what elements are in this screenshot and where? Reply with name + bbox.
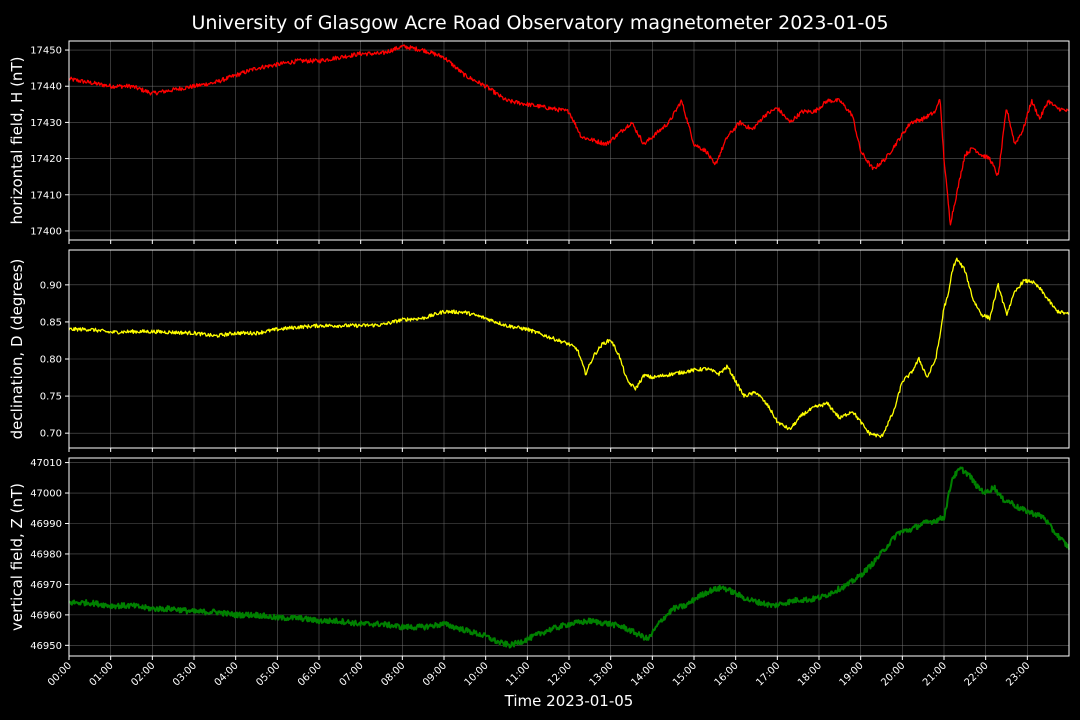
x-tick-label: 03:00 xyxy=(171,660,199,688)
x-tick-label: 04:00 xyxy=(213,660,241,688)
x-tick-label: 07:00 xyxy=(338,660,366,688)
y-axis-label: declination, D (degrees) xyxy=(8,259,26,440)
x-tick-label: 18:00 xyxy=(796,660,824,688)
y-tick-label: 17430 xyxy=(30,118,62,129)
x-tick-label: 08:00 xyxy=(379,660,407,688)
panel-h: 17400 17410 17420 17430 17440 17450 horizontal… xyxy=(8,40,1070,244)
x-tick-label: 14:00 xyxy=(629,660,657,688)
y-tick-label: 46990 xyxy=(30,519,62,530)
y-tick-label: 46960 xyxy=(30,610,62,621)
y-tick-label: 46950 xyxy=(30,641,62,652)
x-tick-label: 11:00 xyxy=(504,660,532,688)
y-tick-label: 0.85 xyxy=(40,317,62,328)
panel-frame xyxy=(68,40,1070,241)
y-axis-label: horizontal field, H (nT) xyxy=(8,57,26,225)
y-tick-label: 0.75 xyxy=(40,392,62,403)
y-tick-label: 17440 xyxy=(30,82,62,93)
x-tick-label: 01:00 xyxy=(88,660,116,688)
x-tick-label: 12:00 xyxy=(546,660,574,688)
y-tick-label: 17400 xyxy=(30,226,62,237)
x-tick-label: 02:00 xyxy=(129,660,157,688)
y-tick-label: 47010 xyxy=(30,458,62,469)
x-tick-label: 00:00 xyxy=(46,660,74,688)
y-tick-label: 17450 xyxy=(30,46,62,57)
x-tick-label: 20:00 xyxy=(879,660,907,688)
panel-z: 46950 46960 46970 46980 46990 47000 47010 verti… xyxy=(8,457,1070,660)
x-tick-label: 15:00 xyxy=(671,660,699,688)
x-tick-label: 13:00 xyxy=(588,660,616,688)
panel-frame xyxy=(68,249,1070,449)
x-tick-label: 10:00 xyxy=(463,660,491,688)
y-tick-label: 46980 xyxy=(30,549,62,560)
y-tick-label: 17420 xyxy=(30,154,62,165)
series-h-line xyxy=(68,44,1070,226)
panel-frame xyxy=(68,457,1070,657)
y-tick-label: 0.70 xyxy=(40,429,62,440)
chart-title: University of Glasgow Acre Road Observat… xyxy=(191,12,888,34)
y-tick-label: 17410 xyxy=(30,190,62,201)
x-tick-label: 21:00 xyxy=(921,660,949,688)
y-tick-label: 46970 xyxy=(30,580,62,591)
series-z-line xyxy=(68,466,1070,649)
y-tick-label: 0.90 xyxy=(40,280,62,291)
x-axis-label: Time 2023-01-05 xyxy=(504,692,634,710)
series-d-line xyxy=(68,257,1070,439)
x-tick-label: 16:00 xyxy=(713,660,741,688)
y-tick-label: 0.80 xyxy=(40,355,62,366)
panels-group: 17400 17410 17420 17430 17440 17450 horizontal… xyxy=(8,40,1070,689)
x-tick-label: 09:00 xyxy=(421,660,449,688)
x-tick-label: 05:00 xyxy=(254,660,282,688)
y-axis-label: vertical field, Z (nT) xyxy=(8,483,26,631)
panel-d: 0.70 0.75 0.80 0.85 0.90 declination, D (degr… xyxy=(8,249,1070,452)
x-tick-label: 23:00 xyxy=(1004,660,1032,688)
x-tick-label: 06:00 xyxy=(296,660,324,688)
y-tick-label: 47000 xyxy=(30,489,62,500)
x-tick-label: 22:00 xyxy=(963,660,991,688)
x-tick-label: 19:00 xyxy=(838,660,866,688)
x-tick-label: 17:00 xyxy=(754,660,782,688)
